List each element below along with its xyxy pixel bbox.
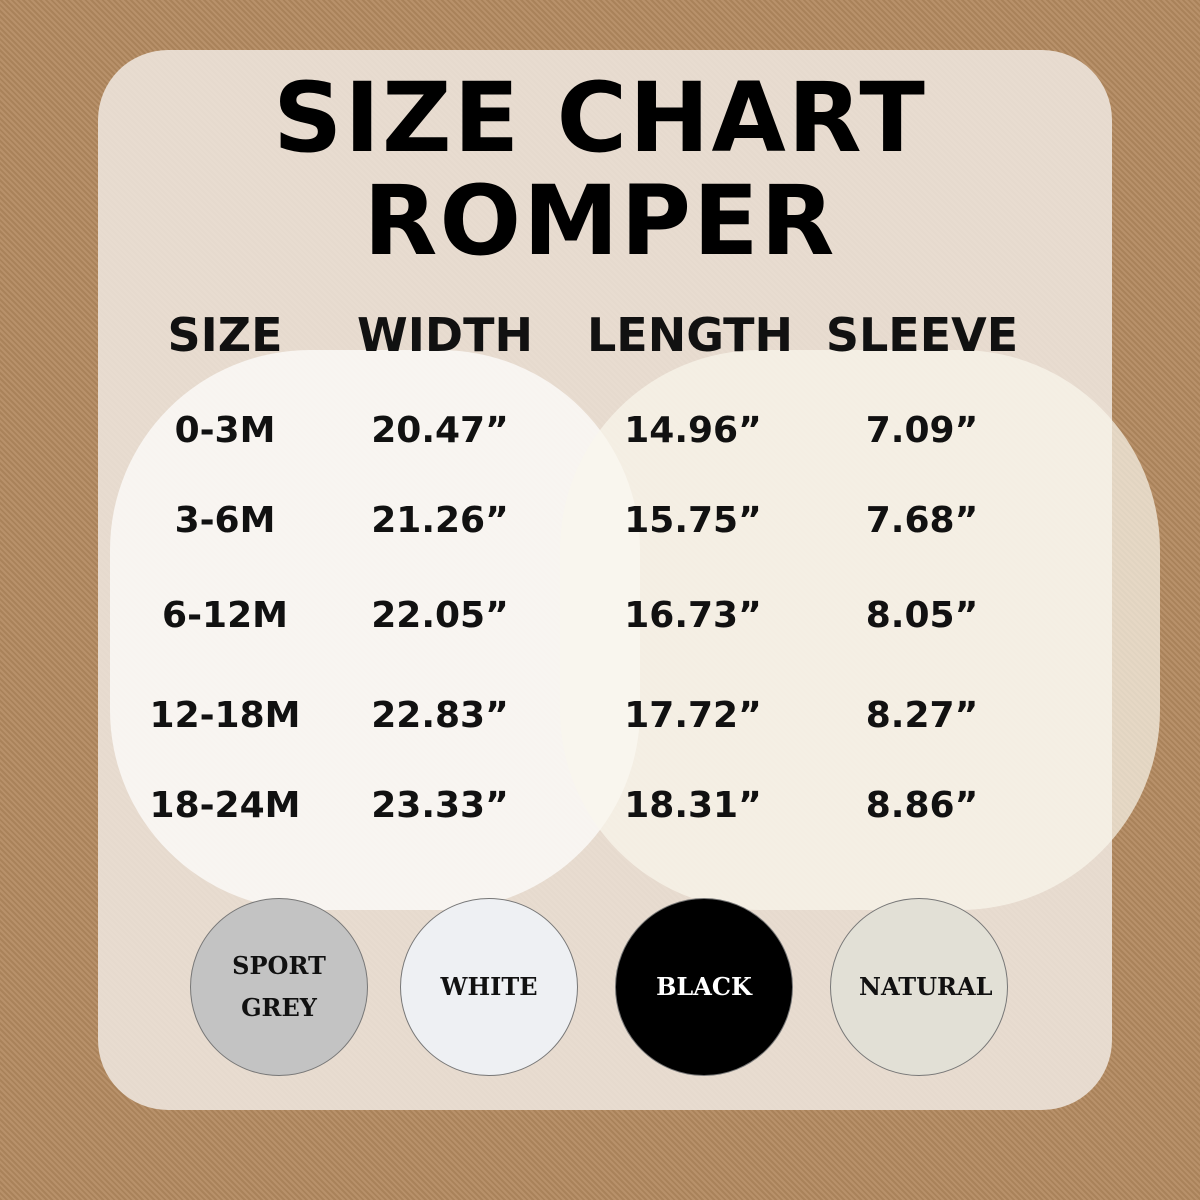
title: SIZE CHART: [273, 62, 927, 174]
column-header: WIDTH: [357, 308, 533, 362]
table-cell: 16.73”: [624, 595, 762, 636]
color-swatch: WHITE: [400, 898, 578, 1076]
table-cell: 8.05”: [865, 595, 979, 636]
table-cell: 7.68”: [865, 500, 979, 541]
natural-romper-image: [560, 350, 1160, 910]
table-cell: 20.47”: [371, 410, 509, 451]
subtitle: ROMPER: [363, 165, 837, 277]
table-cell: 22.83”: [371, 695, 509, 736]
table-cell: 18.31”: [624, 785, 762, 826]
color-label: SPORT GREY: [232, 951, 326, 1022]
table-cell: 14.96”: [624, 410, 762, 451]
color-swatch: SPORT GREY: [190, 898, 368, 1076]
column-header: LENGTH: [586, 308, 794, 362]
column-header: SLEEVE: [825, 308, 1019, 362]
color-label: NATURAL: [859, 972, 993, 1001]
table-cell: 15.75”: [624, 500, 762, 541]
table-cell: 22.05”: [371, 595, 509, 636]
color-swatch: BLACK: [615, 898, 793, 1076]
table-cell: 17.72”: [624, 695, 762, 736]
column-header: SIZE: [167, 308, 283, 362]
table-cell: 18-24M: [149, 785, 301, 826]
table-cell: 8.86”: [865, 785, 979, 826]
table-cell: 23.33”: [371, 785, 509, 826]
table-cell: 7.09”: [865, 410, 979, 451]
table-cell: 21.26”: [371, 500, 509, 541]
color-label: WHITE: [440, 972, 538, 1001]
color-swatch: NATURAL: [830, 898, 1008, 1076]
table-cell: 6-12M: [162, 595, 288, 636]
table-cell: 3-6M: [174, 500, 276, 541]
table-cell: 0-3M: [174, 410, 276, 451]
white-romper-image: [110, 350, 640, 910]
table-cell: 12-18M: [149, 695, 301, 736]
color-label: BLACK: [656, 972, 752, 1001]
table-cell: 8.27”: [865, 695, 979, 736]
